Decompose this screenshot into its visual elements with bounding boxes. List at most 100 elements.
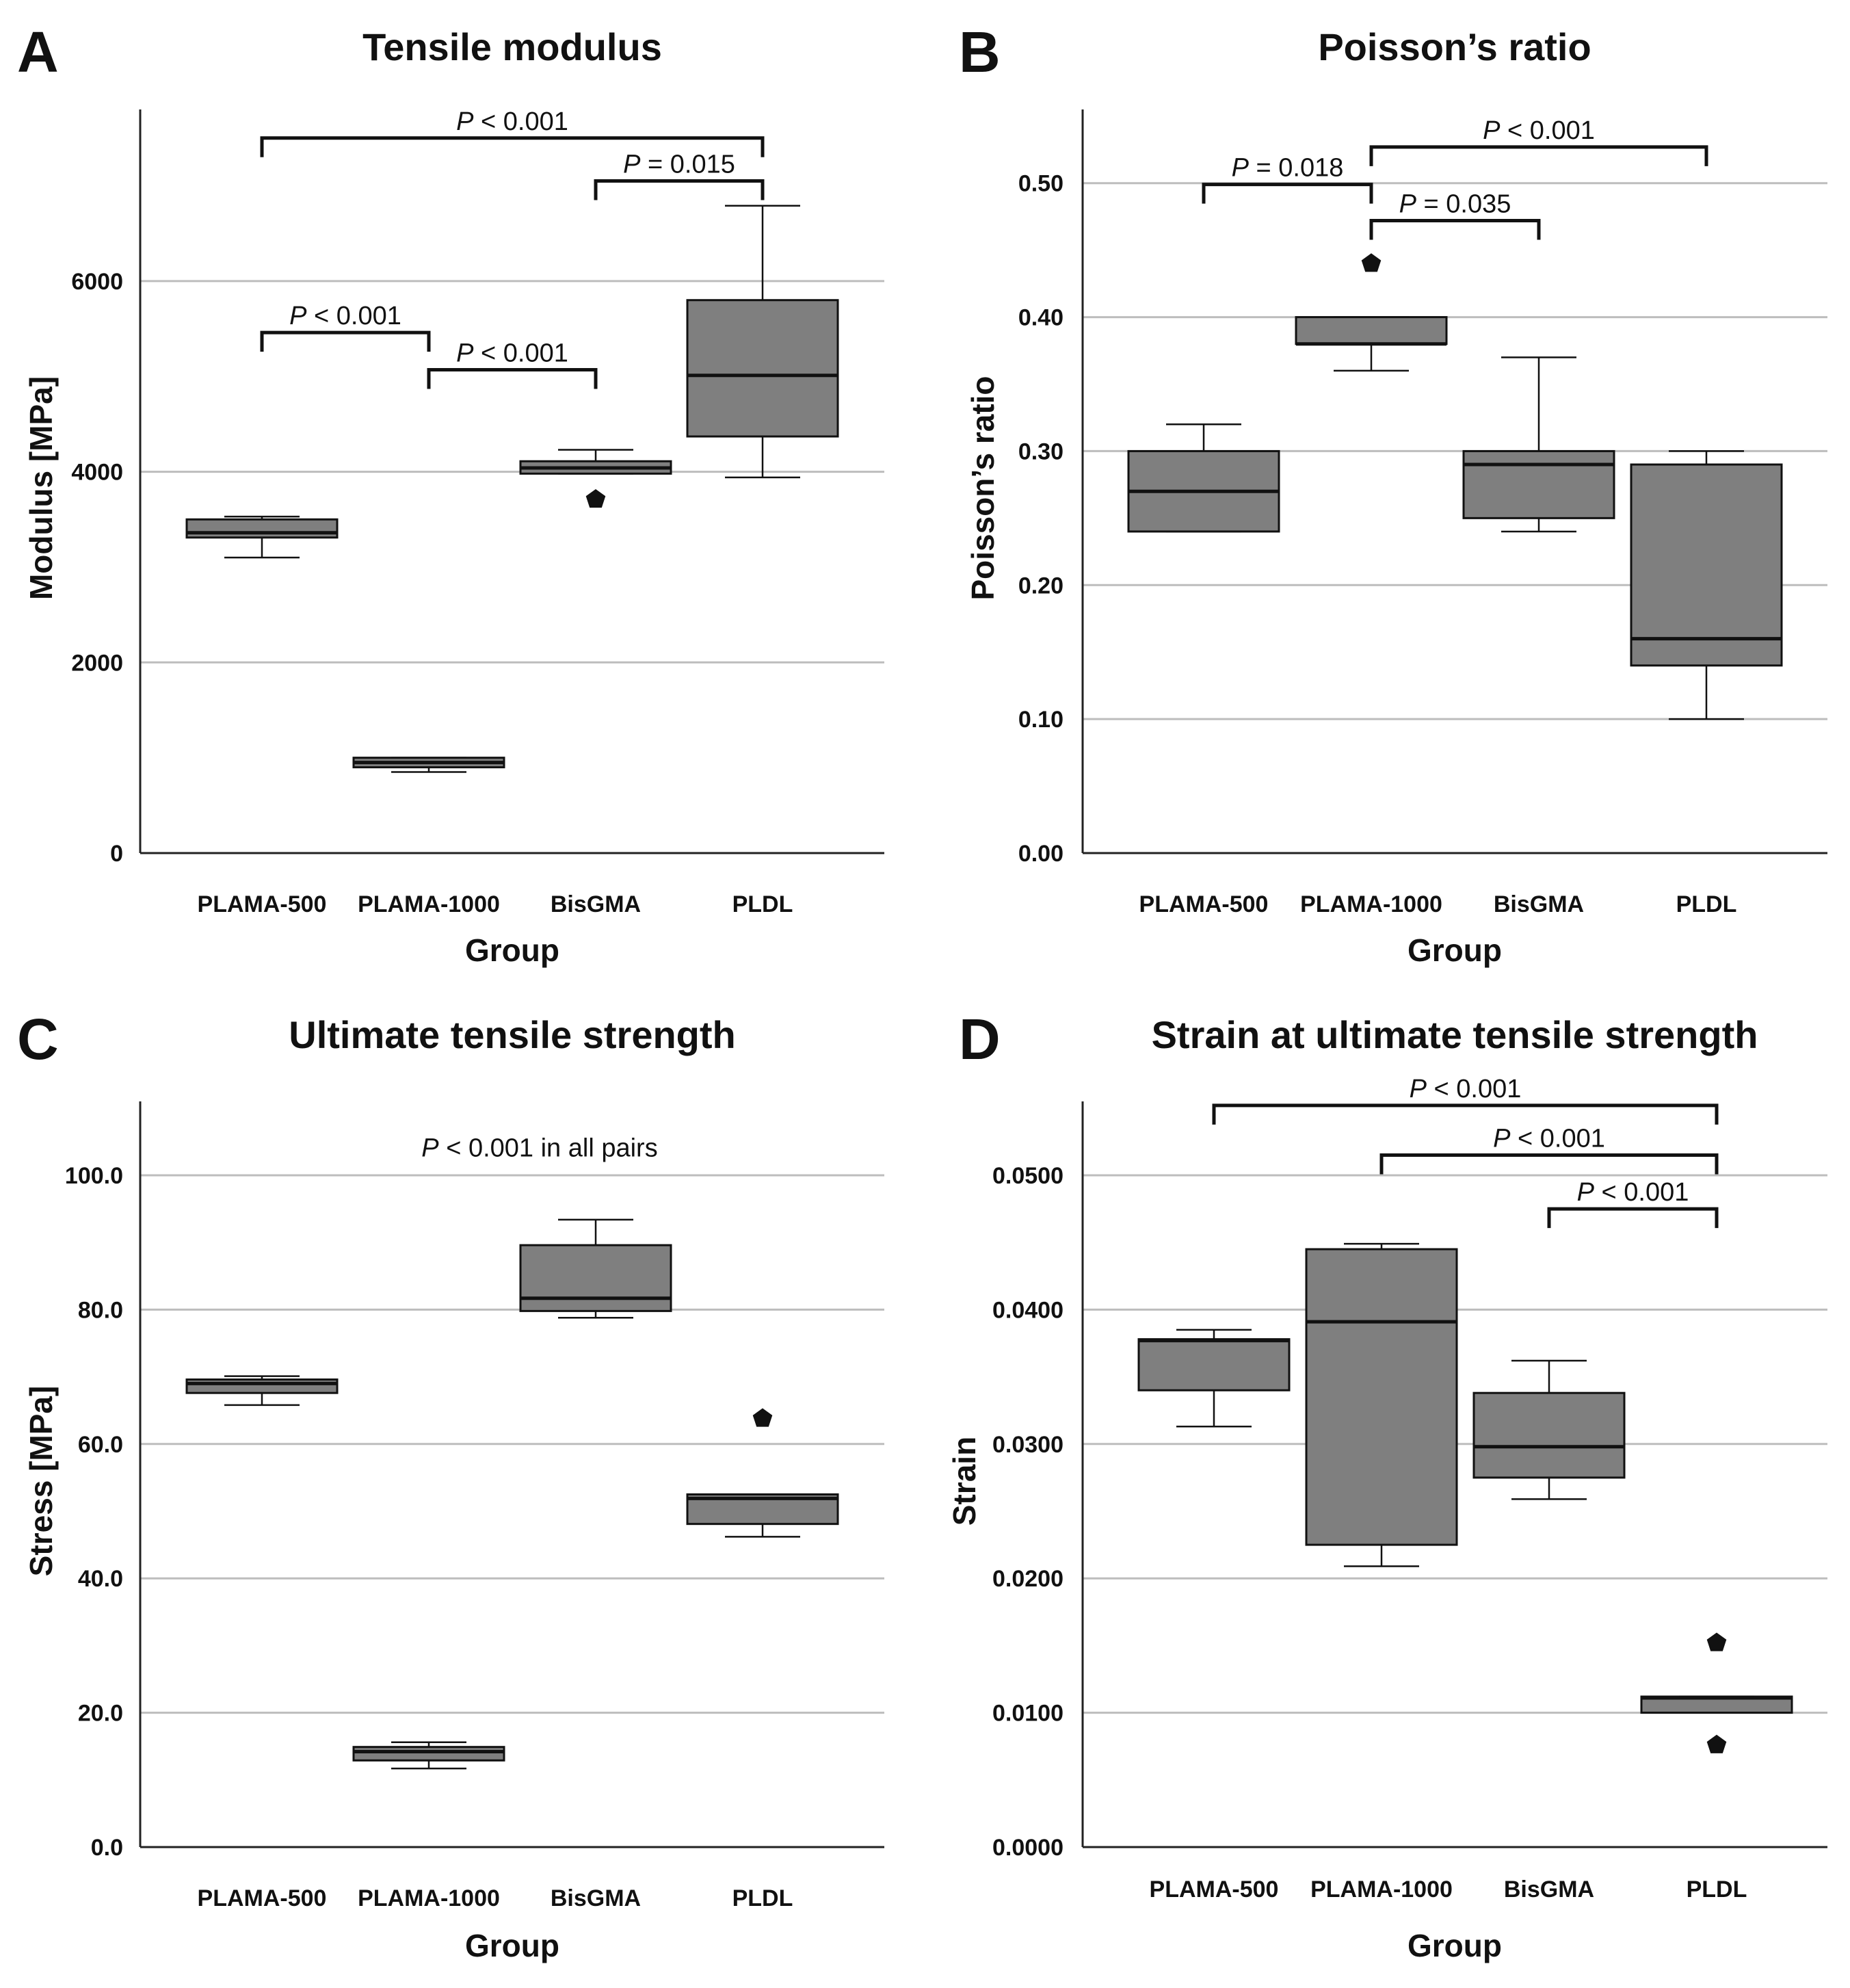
y-axis-label: Stress [MPa]: [23, 1386, 59, 1577]
significance-bracket: P < 0.001: [1547, 1178, 1719, 1229]
p-symbol: P: [1577, 1178, 1595, 1207]
p-value-text: = 0.035: [1416, 190, 1511, 219]
y-tick-label: 0.00: [1018, 841, 1063, 867]
y-tick-label: 80.0: [78, 1297, 123, 1323]
y-axis-label: Poisson’s ratio: [965, 376, 1001, 600]
category-label: PLDL: [1676, 891, 1737, 917]
significance-bracket: P < 0.001: [260, 107, 765, 157]
panel-letter: A: [17, 20, 59, 84]
p-symbol: P: [1232, 154, 1250, 183]
p-value-text: < 0.001: [473, 107, 568, 136]
p-value-label: P < 0.001: [1483, 116, 1595, 145]
p-value-text: < 0.001: [1500, 116, 1594, 145]
significance-bracket: P = 0.018: [1202, 154, 1373, 204]
box-plama-500: [185, 1375, 339, 1407]
category-label: PLAMA-500: [1139, 891, 1269, 917]
panel-c: C Ultimate tensile strength 0.0 20.0 40.0 60.…: [17, 1007, 884, 1963]
category-label: PLDL: [732, 1885, 793, 1911]
category-label: BisGMA: [1494, 891, 1584, 917]
chart-title: Ultimate tensile strength: [289, 1013, 735, 1056]
box-iqr: [1305, 1248, 1458, 1546]
significance-bracket: P = 0.035: [1369, 190, 1541, 240]
chart-title: Tensile modulus: [362, 25, 662, 68]
p-symbol: P: [456, 107, 474, 136]
p-value-text: = 0.015: [640, 151, 735, 179]
p-value-label: P = 0.018: [1232, 154, 1344, 183]
box-bisgma: [1462, 356, 1615, 533]
box-iqr: [185, 1378, 339, 1394]
p-symbol: P: [623, 151, 641, 179]
y-tick-label: 0.0500: [992, 1163, 1063, 1189]
box-iqr: [1137, 1338, 1291, 1391]
p-value-label: P < 0.001: [1577, 1178, 1689, 1207]
category-label: BisGMA: [1504, 1876, 1594, 1902]
box-iqr: [1295, 316, 1448, 345]
box-iqr: [352, 1746, 505, 1762]
category-label: PLAMA-500: [198, 1885, 327, 1911]
p-value-note: P < 0.001 in all pairs: [421, 1134, 657, 1163]
box-iqr: [185, 518, 339, 539]
category-label: PLDL: [1687, 1876, 1747, 1902]
box-plama-1000: [352, 757, 505, 773]
significance-bracket: P < 0.001: [260, 302, 431, 352]
bracket-line: [427, 367, 598, 389]
p-value-label: P = 0.035: [1399, 190, 1511, 219]
y-tick-label: 0.0200: [992, 1566, 1063, 1592]
significance-bracket: P < 0.001: [1379, 1125, 1719, 1175]
bracket-line: [1212, 1103, 1719, 1125]
category-label: PLAMA-1000: [358, 891, 500, 917]
outlier-marker: [1706, 1734, 1727, 1753]
p-value-label: P = 0.015: [623, 151, 735, 179]
significance-bracket: P < 0.001: [1212, 1075, 1719, 1125]
panel-letter: D: [959, 1007, 1001, 1071]
bracket-line: [1369, 219, 1541, 240]
outlier-marker: [1706, 1632, 1727, 1651]
y-axis-label: Strain: [947, 1437, 982, 1526]
panel-b: B Poisson’s ratio 0.00 0.10 0.20 0.30 0.40 0.50…: [959, 20, 1827, 968]
significance-bracket: P < 0.001: [1369, 116, 1708, 166]
box-pldl: [1630, 450, 1783, 720]
bracket-line: [260, 330, 431, 352]
y-tick-label: 20.0: [78, 1701, 123, 1727]
x-axis-label: Group: [1408, 1928, 1502, 1963]
y-tick-label: 2000: [71, 650, 123, 676]
p-value-label: P < 0.001: [456, 339, 568, 367]
box-pldl: [686, 1408, 839, 1538]
y-tick-label: 0.10: [1018, 707, 1063, 733]
y-tick-label: 0.30: [1018, 439, 1063, 465]
y-tick-label: 0.0000: [992, 1835, 1063, 1861]
box-bisgma: [1472, 1359, 1626, 1500]
category-label: PLDL: [732, 891, 793, 917]
category-label: PLAMA-500: [198, 891, 327, 917]
bracket-line: [1202, 183, 1373, 204]
category-label: PLAMA-1000: [1300, 891, 1442, 917]
p-symbol: P: [1483, 116, 1501, 145]
chart-title: Strain at ultimate tensile strength: [1152, 1013, 1758, 1056]
p-symbol: P: [1410, 1075, 1427, 1103]
outlier-marker: [752, 1408, 773, 1427]
y-tick-label: 4000: [71, 460, 123, 486]
box-plama-1000: [1295, 253, 1448, 372]
box-iqr: [519, 1244, 672, 1312]
p-value-label: P < 0.001: [1410, 1075, 1522, 1103]
category-label: BisGMA: [551, 891, 641, 917]
outlier-marker: [585, 489, 606, 508]
outlier-marker: [1361, 253, 1382, 272]
panel-a: A Tensile modulus 0 2000 4000 6000 Modulus [MP…: [17, 20, 884, 968]
category-label: PLAMA-1000: [1310, 1876, 1453, 1902]
p-value-text: < 0.001: [306, 302, 401, 330]
y-tick-label: 100.0: [65, 1163, 123, 1189]
box-iqr: [1472, 1391, 1626, 1479]
p-value-label: P < 0.001: [289, 302, 401, 330]
y-tick-label: 0.0400: [992, 1297, 1063, 1323]
y-tick-label: 0.20: [1018, 573, 1063, 599]
y-tick-label: 0.0300: [992, 1432, 1063, 1458]
box-iqr: [1462, 449, 1615, 519]
p-value-text: < 0.001: [1594, 1178, 1689, 1207]
p-value-label: P < 0.001: [456, 107, 568, 136]
x-axis-label: Group: [1408, 932, 1502, 968]
bracket-line: [1379, 1153, 1719, 1175]
p-symbol: P: [1493, 1125, 1511, 1153]
box-pldl: [1640, 1632, 1793, 1753]
